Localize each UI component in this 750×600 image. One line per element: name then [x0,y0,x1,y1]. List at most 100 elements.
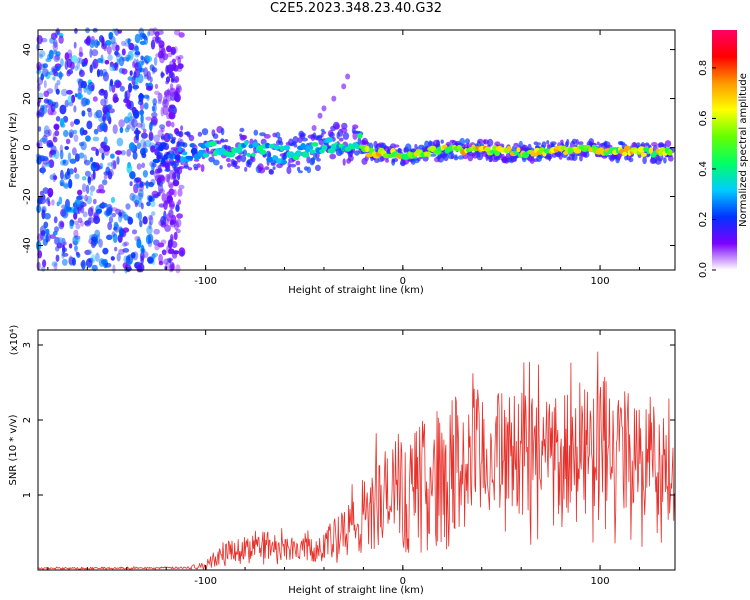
spectrogram-band-halo [533,141,539,146]
colorbar: 0.0 0.2 0.4 0.6 0.8 Normalized spectral ampl… [698,30,749,278]
spectrogram-noise-blob [119,85,125,92]
spectrogram-band-halo [578,141,584,146]
spectrogram-band-halo [275,131,281,139]
spectrogram-band-halo [494,141,501,147]
spectrogram-band-core [180,156,185,163]
spectrogram-noise-blob [57,237,64,244]
spectrogram-noise-blob [138,94,145,99]
spectrogram-noise-blob [90,254,96,264]
spectrogram-band-halo [164,168,171,172]
spectrogram-noise-blob [59,149,64,160]
spectrogram-noise-blob [81,97,89,106]
spectrogram-noise-blob [79,57,83,64]
spectrogram-noise-blob [48,150,53,158]
spectrogram-band-core [185,155,194,160]
spectrogram-noise-blob [91,236,98,247]
spectrogram-noise-blob [166,97,172,102]
spectrogram-band-halo [361,137,368,145]
spectrogram-band-halo [212,133,219,139]
spectrogram-noise-blob [172,78,177,84]
spectrogram-noise-blob [146,70,151,81]
spectrogram-noise-blob [153,134,160,143]
spectrogram-streak-blob [331,95,337,102]
spectrogram-noise-blob [67,152,72,162]
spectrogram-noise-blob [45,103,53,108]
spectrogram-band-core [266,156,274,163]
spectrogram-noise-blob [150,119,158,127]
spectrogram-band-halo [348,155,354,162]
snr-x-label: Height of straight line (km) [288,585,424,596]
spectrogram-noise-blob [103,145,111,152]
spectrogram-noise-blob [60,117,65,128]
spectrogram-noise-blob [72,220,79,225]
spectrogram-noise-blob [89,185,96,192]
spectrogram-band-halo [664,140,672,148]
spectrogram-noise-blob [47,107,54,116]
spectrogram-noise-blob [61,258,68,266]
spectrogram-noise-blob [169,104,176,109]
spectrogram-noise-blob [112,264,116,274]
spectrogram-noise-blob [175,264,181,274]
spectrogram-noise-blob [115,80,122,88]
spectrogram-noise-blob [53,54,60,63]
spectrogram-noise-blob [122,248,130,253]
spectrogram-noise-blob [80,261,85,267]
spectrogram-band-core [281,159,288,165]
spectrogram-band-core [310,149,315,154]
spectrogram-noise-blob [135,47,140,55]
spectrogram-band-halo [321,130,327,135]
spectrogram-noise-blob [168,71,173,79]
spectrogram-noise-blob [100,202,108,208]
spectrogram-noise-blob [95,109,103,119]
spectrogram-band-core [257,145,264,151]
spectrogram-y-tick-label: -40 [22,237,33,253]
spectrogram-noise-blob [49,234,56,240]
spectrogram-noise-blob [140,114,144,124]
spectrogram-noise-blob [103,174,108,180]
spectrogram-noise-blob [177,55,184,60]
spectrogram-noise-blob [43,90,50,98]
spectrogram-noise-blob [126,260,132,266]
spectrogram-streak-blob [311,124,317,131]
spectrogram-noise-blob [135,183,140,189]
spectrogram-y-tick-label: 40 [22,43,33,56]
spectrogram-band-halo [170,147,177,151]
spectrogram-band-halo [306,166,312,174]
spectrogram-noise-blob [162,99,169,108]
spectrogram-band-halo [352,131,358,140]
spectrogram-noise-blob [119,126,124,134]
spectrogram-noise-blob [171,263,175,271]
spectrogram-band-halo [234,165,241,169]
spectrogram-noise-blob [153,56,158,66]
spectrogram-noise-blob [49,174,55,181]
spectrogram-noise-blob [38,50,46,58]
spectrogram-noise-blob [121,48,126,56]
spectrogram-band-halo [196,163,201,168]
spectrogram-band-halo [224,139,229,143]
spectrogram-band-halo [270,162,276,166]
spectrogram-noise-blob [80,220,84,227]
spectrogram-noise-blob [154,83,159,90]
spectrogram-noise-blob [40,137,47,143]
spectrogram-noise-blob [77,194,84,200]
spectrogram-band-halo [253,129,259,136]
spectrogram-band-core [484,146,491,152]
spectrogram-noise-blob [108,82,112,92]
spectrogram-noise-blob [48,49,54,60]
spectrogram-noise-blob [56,242,63,249]
spectrogram-noise-blob [149,64,155,71]
spectrogram-band-core [202,152,210,158]
spectrogram-noise-blob [142,170,148,178]
spectrogram-noise-blob [157,99,162,104]
spectrogram-noise-blob [141,248,146,253]
spectrogram-noise-blob [55,66,61,71]
spectrogram-band-halo [571,138,577,145]
spectrogram-noise-blob [169,219,175,226]
spectrogram-noise-blob [174,76,180,83]
spectrogram-noise-blob [104,114,111,121]
spectrogram-noise-blob [92,136,100,142]
spectrogram-band-halo [436,139,441,148]
spectrogram-band-halo [244,166,248,172]
spectrogram-noise-blob [151,252,159,258]
spectrogram-band-halo [240,134,248,140]
